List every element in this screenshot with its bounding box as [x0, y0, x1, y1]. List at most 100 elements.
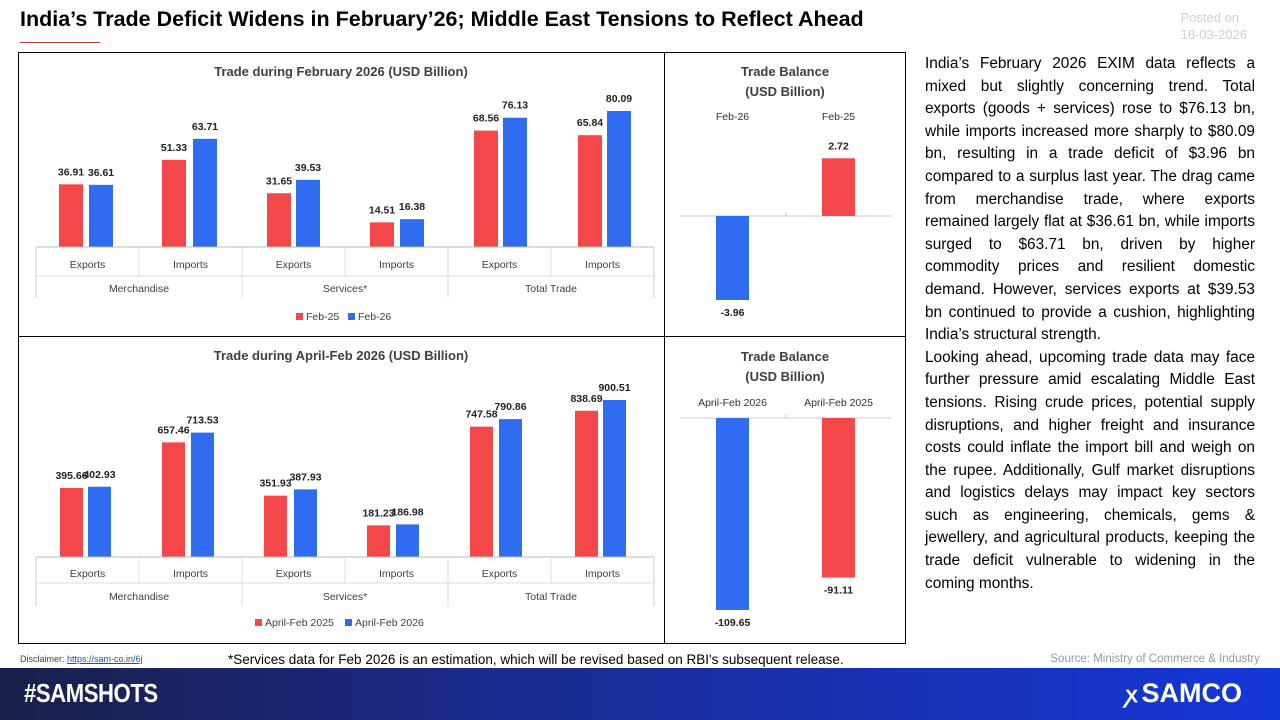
- legend-label: April-Feb 2025: [265, 617, 334, 629]
- group-label: Merchandise: [109, 591, 169, 603]
- bar-current: [193, 138, 217, 247]
- legend-swatch: [255, 619, 262, 626]
- legend-label: April-Feb 2026: [355, 617, 424, 629]
- commentary-para-2: Looking ahead, upcoming trade data may f…: [925, 348, 1255, 592]
- legend-label: Feb-26: [358, 311, 391, 323]
- chart-title: Trade Balance: [741, 349, 829, 364]
- data-label: 65.84: [577, 117, 603, 129]
- commentary: India’s February 2026 EXIM data reflects…: [925, 53, 1255, 595]
- group-label: Total Trade: [525, 283, 577, 295]
- data-label: 181.23: [362, 507, 394, 519]
- category-label: Exports: [482, 259, 518, 271]
- data-label: 747.58: [465, 409, 497, 421]
- data-label: 351.93: [259, 478, 291, 490]
- data-label: 790.86: [494, 401, 526, 413]
- category-label: Imports: [379, 568, 414, 580]
- group-label: Services*: [323, 591, 367, 603]
- disclaimer-label: Disclaimer:: [20, 654, 65, 664]
- category-label: April-Feb 2026: [698, 397, 767, 409]
- category-label: April-Feb 2025: [804, 397, 873, 409]
- bar-previous: [367, 525, 390, 557]
- group-label: Total Trade: [525, 591, 577, 603]
- samco-logo: ꭗ SAMCO: [1126, 678, 1242, 709]
- bar-current: [88, 486, 111, 557]
- chart-title: Trade during April-Feb 2026 (USD Billion…: [214, 348, 469, 363]
- bar-current: [89, 184, 113, 247]
- data-label: 63.71: [192, 121, 218, 133]
- category-label: Imports: [379, 259, 414, 271]
- data-label: 395.66: [55, 470, 87, 482]
- data-label: 14.51: [369, 204, 395, 216]
- bar-current: [603, 400, 626, 557]
- data-label: 387.93: [289, 471, 321, 483]
- balance-bar: [716, 418, 749, 610]
- group-label: Merchandise: [109, 283, 169, 295]
- balance-bar: [716, 216, 749, 300]
- bar-previous: [59, 184, 83, 247]
- bar-current: [294, 489, 317, 557]
- services-note: *Services data for Feb 2026 is an estima…: [228, 652, 844, 667]
- data-label: -109.65: [715, 617, 751, 629]
- chart-title: (USD Billion): [745, 84, 824, 99]
- bar-current: [191, 432, 214, 557]
- data-label: 76.13: [502, 100, 528, 112]
- balance-bar: [822, 158, 855, 216]
- bar-previous: [264, 495, 287, 557]
- category-label: Exports: [70, 568, 106, 580]
- panel-aprfeb-balance: [664, 336, 906, 644]
- chart-title: Trade Balance: [741, 64, 829, 79]
- data-label: 68.56: [473, 113, 499, 125]
- data-label: 713.53: [186, 415, 218, 427]
- data-label: 838.69: [570, 393, 602, 405]
- bar-previous: [162, 159, 186, 247]
- data-label: 36.91: [58, 166, 84, 178]
- group-label: Services*: [323, 283, 367, 295]
- hashtag: #SAMSHOTS: [24, 678, 158, 708]
- disclaimer-link[interactable]: https://sam-co.in/6j: [67, 654, 143, 664]
- category-label: Exports: [276, 568, 312, 580]
- footer-row: Disclaimer: https://sam-co.in/6j *Servic…: [0, 652, 1280, 668]
- logo-icon: ꭗ: [1125, 682, 1138, 707]
- title-underline: [20, 42, 100, 43]
- posted-date-value: 18-03-2026: [1180, 27, 1248, 42]
- category-label: Exports: [482, 568, 518, 580]
- category-label: Exports: [276, 259, 312, 271]
- logo-text: SAMCO: [1141, 678, 1243, 708]
- category-label: Imports: [173, 568, 208, 580]
- bar-current: [296, 179, 320, 247]
- bar-previous: [267, 193, 291, 247]
- bar-current: [396, 524, 419, 557]
- category-label: Imports: [585, 568, 620, 580]
- bar-current: [400, 219, 424, 247]
- posted-date: Posted on 18-03-2026: [1181, 9, 1248, 43]
- legend-swatch: [348, 313, 355, 320]
- bar-previous: [474, 130, 498, 247]
- balance-bar: [822, 418, 855, 578]
- source: Source: Ministry of Commerce & Industry: [1050, 653, 1260, 665]
- bar-previous: [470, 426, 493, 557]
- page-title: India’s Trade Deficit Widens in February…: [20, 7, 864, 31]
- category-label: Imports: [585, 259, 620, 271]
- data-label: -3.96: [721, 307, 745, 319]
- data-label: 36.61: [88, 167, 114, 179]
- legend-swatch: [345, 619, 352, 626]
- commentary-para-1: India’s February 2026 EXIM data reflects…: [925, 55, 1255, 344]
- brand-bar: #SAMSHOTS ꭗ SAMCO: [0, 668, 1280, 720]
- data-label: -91.11: [824, 585, 853, 597]
- disclaimer: Disclaimer: https://sam-co.in/6j: [20, 654, 143, 664]
- data-label: 31.65: [266, 175, 292, 187]
- data-label: 657.46: [157, 424, 189, 436]
- bar-previous: [370, 222, 394, 247]
- bar-previous: [60, 488, 83, 557]
- data-label: 39.53: [295, 162, 321, 174]
- data-label: 186.98: [391, 506, 423, 518]
- data-label: 900.51: [598, 382, 630, 394]
- bar-previous: [162, 442, 185, 557]
- bar-current: [499, 419, 522, 557]
- category-label: Exports: [70, 259, 106, 271]
- posted-label: Posted on: [1180, 10, 1240, 25]
- category-label: Feb-25: [822, 111, 855, 123]
- legend-swatch: [296, 313, 303, 320]
- category-label: Feb-26: [716, 111, 749, 123]
